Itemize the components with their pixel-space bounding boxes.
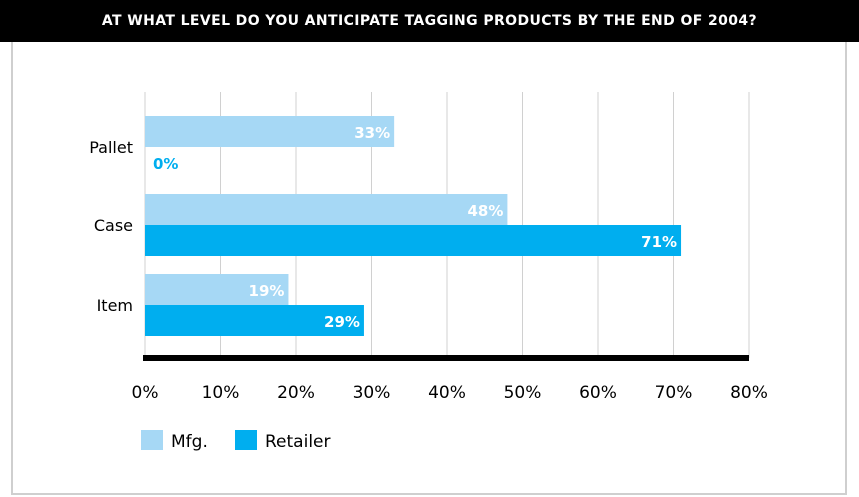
category-labels: Pallet Case Item (89, 138, 133, 315)
bars (145, 116, 682, 336)
bar (145, 116, 395, 147)
chart-frame (11, 42, 847, 495)
tick-label: 70% (655, 383, 693, 403)
bar-labels: 33% 0% 48% 71% 19% 29% (153, 124, 677, 331)
bar (145, 194, 508, 225)
data-label: 33% (354, 124, 390, 142)
legend-label: Retailer (265, 432, 331, 452)
tick-labels: 0% 10% 20% 30% 40% 50% 60% 70% 80% (132, 383, 768, 403)
tick-label: 50% (504, 383, 542, 403)
legend-swatch (235, 430, 257, 450)
tick-label: 80% (730, 383, 768, 403)
category-label: Case (94, 216, 133, 235)
tick-label: 30% (353, 383, 391, 403)
tick-label: 20% (277, 383, 315, 403)
data-label: 0% (153, 155, 178, 173)
legend-swatch (141, 430, 163, 450)
data-label: 71% (641, 233, 677, 251)
tick-label: 60% (579, 383, 617, 403)
data-label: 48% (467, 202, 503, 220)
tick-label: 40% (428, 383, 466, 403)
legend-label: Mfg. (171, 432, 208, 452)
category-label: Pallet (89, 138, 133, 157)
tick-label: 0% (132, 383, 159, 403)
bar (145, 225, 682, 256)
legend: Mfg. Retailer (141, 430, 331, 452)
chart-title: AT WHAT LEVEL DO YOU ANTICIPATE TAGGING … (0, 0, 859, 42)
data-label: 19% (249, 282, 285, 300)
data-label: 29% (324, 313, 360, 331)
tick-label: 10% (202, 383, 240, 403)
category-label: Item (97, 296, 133, 315)
bar (145, 274, 289, 305)
bar (145, 305, 364, 336)
